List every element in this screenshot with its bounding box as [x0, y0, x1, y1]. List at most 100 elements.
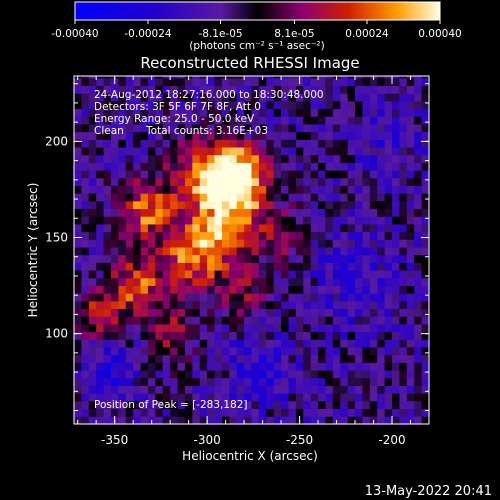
- colorbar-gradient: [74, 1, 441, 21]
- heatmap-cell: [103, 308, 112, 317]
- heatmap-cell: [236, 185, 245, 194]
- heatmap-cell: [170, 100, 178, 110]
- heatmap-cell: [288, 247, 297, 256]
- heatmap-cell: [406, 77, 415, 87]
- heatmap-cell: [340, 393, 349, 402]
- heatmap-cell: [118, 147, 127, 156]
- heatmap-cell: [125, 193, 134, 202]
- heatmap-cell: [177, 124, 186, 133]
- heatmap-cell: [133, 139, 141, 148]
- heatmap-cell: [392, 200, 400, 210]
- heatmap-cell: [355, 77, 363, 87]
- heatmap-cell: [406, 362, 415, 371]
- heatmap-cell: [258, 154, 267, 163]
- heatmap-cell: [214, 85, 223, 94]
- heatmap-cell: [207, 193, 215, 202]
- heatmap-cell: [288, 100, 297, 110]
- heatmap-cell: [74, 100, 82, 110]
- heatmap-cell: [310, 300, 319, 310]
- heatmap-cell: [288, 362, 297, 371]
- heatmap-cell: [207, 362, 215, 371]
- heatmap-cell: [207, 262, 215, 271]
- heatmap-cell: [258, 347, 267, 356]
- heatmap-cell: [318, 293, 326, 302]
- heatmap-cell: [244, 108, 252, 117]
- heatmap-cell: [340, 293, 349, 302]
- footer-date: 13-May-2022 20:41: [365, 484, 492, 499]
- heatmap-cell: [118, 285, 127, 294]
- heatmap-cell: [384, 170, 393, 179]
- heatmap-cell: [310, 293, 319, 302]
- heatmap-cell: [318, 85, 326, 94]
- heatmap-cell: [147, 170, 156, 179]
- heatmap-cell: [214, 354, 223, 363]
- heatmap-cell: [236, 170, 245, 179]
- heatmap-cell: [177, 177, 186, 186]
- heatmap-cell: [162, 247, 171, 256]
- heatmap-cell: [214, 370, 223, 379]
- heatmap-cell: [103, 162, 112, 171]
- heatmap-cell: [177, 400, 186, 410]
- heatmap-cell: [273, 370, 282, 379]
- heatmap-cell: [140, 324, 149, 333]
- heatmap-cell: [392, 162, 400, 171]
- heatmap-cell: [103, 362, 112, 371]
- heatmap-cell: [125, 393, 134, 402]
- heatmap-cell: [229, 362, 238, 371]
- heatmap-cell: [244, 216, 252, 225]
- heatmap-cell: [103, 108, 112, 117]
- heatmap-cell: [347, 231, 356, 240]
- heatmap-cell: [414, 393, 423, 402]
- heatmap-cell: [177, 270, 186, 279]
- heatmap-cell: [384, 293, 393, 302]
- heatmap-cell: [214, 408, 223, 417]
- y-axis-label: Heliocentric Y (arcsec): [26, 183, 40, 318]
- heatmap-cell: [281, 139, 289, 148]
- heatmap-cell: [177, 170, 186, 179]
- heatmap-cell: [310, 270, 319, 279]
- heatmap-cell: [118, 177, 127, 186]
- heatmap-cell: [244, 193, 252, 202]
- heatmap-cell: [184, 377, 193, 386]
- heatmap-cell: [340, 124, 349, 133]
- heatmap-cell: [273, 354, 282, 363]
- heatmap-cell: [310, 193, 319, 202]
- heatmap-cell: [244, 308, 252, 317]
- heatmap-cell: [392, 147, 400, 156]
- heatmap-cell: [96, 324, 104, 333]
- heatmap-cell: [96, 131, 104, 140]
- heatmap-cell: [147, 347, 156, 356]
- heatmap-cell: [406, 108, 415, 117]
- heatmap-cell: [125, 416, 134, 424]
- heatmap-cell: [288, 147, 297, 156]
- heatmap-cell: [303, 270, 312, 279]
- heatmap-cell: [170, 416, 178, 424]
- heatmap-cell: [251, 331, 260, 340]
- heatmap-cell: [310, 308, 319, 317]
- heatmap-cell: [221, 154, 230, 163]
- heatmap-cell: [74, 116, 82, 125]
- heatmap-cell: [236, 377, 245, 386]
- heatmap-cell: [355, 124, 363, 133]
- heatmap-cell: [229, 293, 238, 302]
- heatmap-cell: [414, 170, 423, 179]
- heatmap-cell: [384, 147, 393, 156]
- heatmap-cell: [74, 131, 82, 140]
- heatmap-cell: [81, 147, 90, 156]
- heatmap-cell: [340, 216, 349, 225]
- heatmap-cell: [295, 131, 304, 140]
- heatmap-cell: [332, 116, 341, 125]
- heatmap-cell: [125, 331, 134, 340]
- heatmap-cell: [288, 77, 297, 87]
- heatmap-cell: [236, 239, 245, 248]
- heatmap-cell: [221, 324, 230, 333]
- heatmap-cell: [281, 131, 289, 140]
- heatmap-cell: [96, 224, 104, 233]
- heatmap-cell: [258, 339, 267, 348]
- heatmap-cell: [192, 239, 201, 248]
- heatmap-cell: [377, 76, 386, 79]
- heatmap-cell: [325, 216, 334, 225]
- heatmap-cell: [325, 76, 334, 79]
- heatmap-cell: [392, 85, 400, 94]
